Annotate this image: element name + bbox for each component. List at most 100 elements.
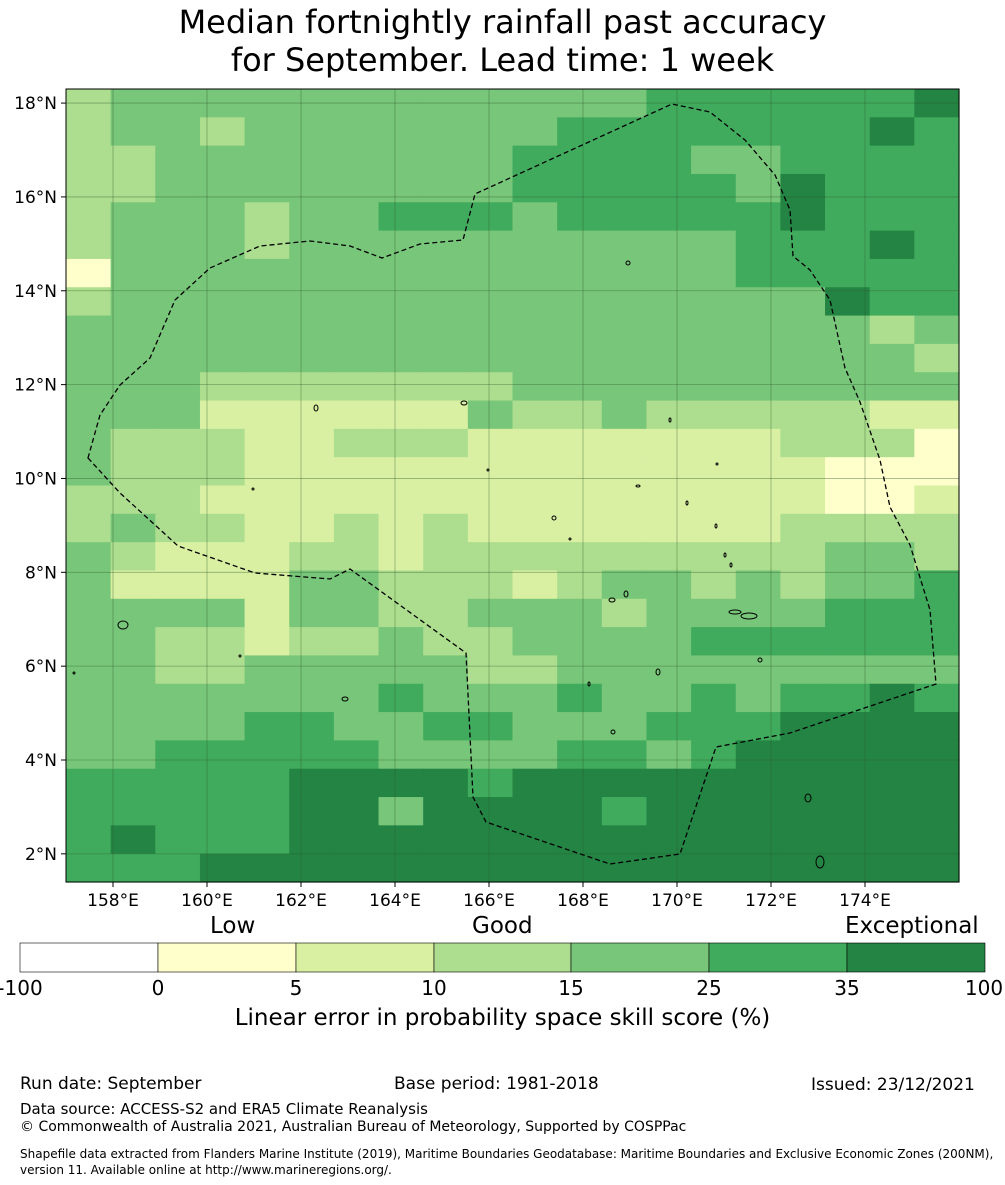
skill-cell bbox=[289, 287, 335, 317]
skill-cell bbox=[512, 145, 558, 175]
skill-cell bbox=[110, 428, 156, 458]
skill-cell bbox=[601, 202, 648, 232]
skill-cell bbox=[735, 513, 781, 543]
skill-cell bbox=[333, 542, 380, 572]
skill-cell bbox=[691, 655, 737, 685]
skill-cell bbox=[601, 825, 648, 855]
skill-cell bbox=[646, 400, 692, 430]
skill-cell bbox=[467, 683, 514, 713]
skill-cell bbox=[423, 740, 469, 770]
skill-cell bbox=[378, 258, 424, 288]
skill-cell bbox=[914, 258, 960, 288]
island-outline bbox=[486, 468, 490, 472]
skill-cell bbox=[735, 740, 781, 770]
skill-cell bbox=[869, 570, 915, 600]
skill-cell bbox=[825, 117, 871, 147]
colorbar-segment bbox=[157, 942, 297, 973]
skill-cell bbox=[646, 712, 692, 741]
skill-cell bbox=[66, 230, 112, 260]
skill-cell bbox=[244, 825, 290, 855]
skill-cell bbox=[467, 797, 514, 826]
skill-cell bbox=[110, 343, 156, 373]
skill-cell bbox=[467, 117, 514, 147]
skill-cell bbox=[646, 542, 692, 572]
skill-cell bbox=[155, 598, 201, 628]
skill-cell bbox=[66, 457, 112, 487]
skill-cell bbox=[289, 173, 335, 203]
colorbar-segment bbox=[433, 942, 572, 973]
skill-cell bbox=[691, 712, 737, 741]
skill-cell bbox=[199, 258, 246, 288]
lon-tick-label: 168°E bbox=[557, 891, 609, 911]
skill-cell bbox=[512, 258, 558, 288]
island-outline bbox=[313, 404, 319, 412]
skill-cell bbox=[423, 400, 469, 430]
skill-cell bbox=[601, 428, 648, 458]
skill-cell bbox=[467, 457, 514, 487]
skill-cell bbox=[869, 400, 915, 430]
skill-cell bbox=[691, 400, 737, 430]
skill-cell bbox=[66, 145, 112, 175]
skill-cell bbox=[780, 513, 826, 543]
island-outline bbox=[635, 484, 641, 488]
skill-cell bbox=[378, 173, 424, 203]
skill-cell bbox=[423, 513, 469, 543]
skill-cell bbox=[155, 513, 201, 543]
skill-cell bbox=[467, 315, 514, 345]
skill-cell bbox=[691, 768, 737, 798]
skill-cell bbox=[199, 428, 246, 458]
colorbar-tick: 5 bbox=[289, 976, 303, 1000]
skill-cell bbox=[289, 712, 335, 741]
skill-cell bbox=[333, 457, 380, 487]
skill-cell bbox=[735, 853, 781, 883]
skill-cell bbox=[780, 797, 826, 826]
skill-cell bbox=[244, 372, 290, 402]
skill-cell bbox=[378, 372, 424, 402]
skill-cell bbox=[557, 740, 603, 770]
skill-cell bbox=[914, 372, 960, 402]
skill-cell bbox=[735, 202, 781, 232]
skill-cell bbox=[378, 797, 424, 826]
skill-cell bbox=[155, 173, 201, 203]
skill-cell bbox=[557, 145, 603, 175]
eez-dashed-line bbox=[87, 103, 937, 865]
skill-cell bbox=[557, 89, 603, 118]
skill-cell bbox=[512, 89, 558, 118]
skill-cell bbox=[378, 400, 424, 430]
skill-cell bbox=[691, 570, 737, 600]
skill-cell bbox=[423, 768, 469, 798]
skill-cell bbox=[289, 598, 335, 628]
skill-cell bbox=[825, 230, 871, 260]
islands bbox=[72, 260, 825, 869]
skill-cell bbox=[691, 258, 737, 288]
skill-cell bbox=[691, 173, 737, 203]
skill-cell bbox=[155, 825, 201, 855]
skill-cell bbox=[691, 485, 737, 515]
skill-cell bbox=[66, 258, 112, 288]
skill-cell bbox=[601, 89, 648, 118]
skill-cell bbox=[467, 485, 514, 515]
skill-cell bbox=[557, 258, 603, 288]
skill-cell bbox=[691, 372, 737, 402]
skill-cell bbox=[423, 542, 469, 572]
skill-cell bbox=[378, 683, 424, 713]
skill-cell bbox=[601, 683, 648, 713]
island-outline bbox=[610, 729, 616, 735]
copyright: © Commonwealth of Australia 2021, Austra… bbox=[20, 1119, 687, 1135]
skill-cell bbox=[691, 117, 737, 147]
skill-cell bbox=[735, 343, 781, 373]
skill-cell bbox=[467, 173, 514, 203]
lat-tick-label: 14°N bbox=[14, 282, 57, 302]
skill-cell bbox=[378, 315, 424, 345]
skill-cell bbox=[557, 457, 603, 487]
skill-cell bbox=[646, 202, 692, 232]
skill-cell bbox=[289, 145, 335, 175]
skill-cell bbox=[825, 712, 871, 741]
skill-cell bbox=[333, 230, 380, 260]
skill-cell bbox=[244, 230, 290, 260]
skill-cell bbox=[66, 400, 112, 430]
skill-cell bbox=[289, 797, 335, 826]
skill-cell bbox=[869, 683, 915, 713]
skill-cell bbox=[691, 202, 737, 232]
skill-cell bbox=[601, 117, 648, 147]
